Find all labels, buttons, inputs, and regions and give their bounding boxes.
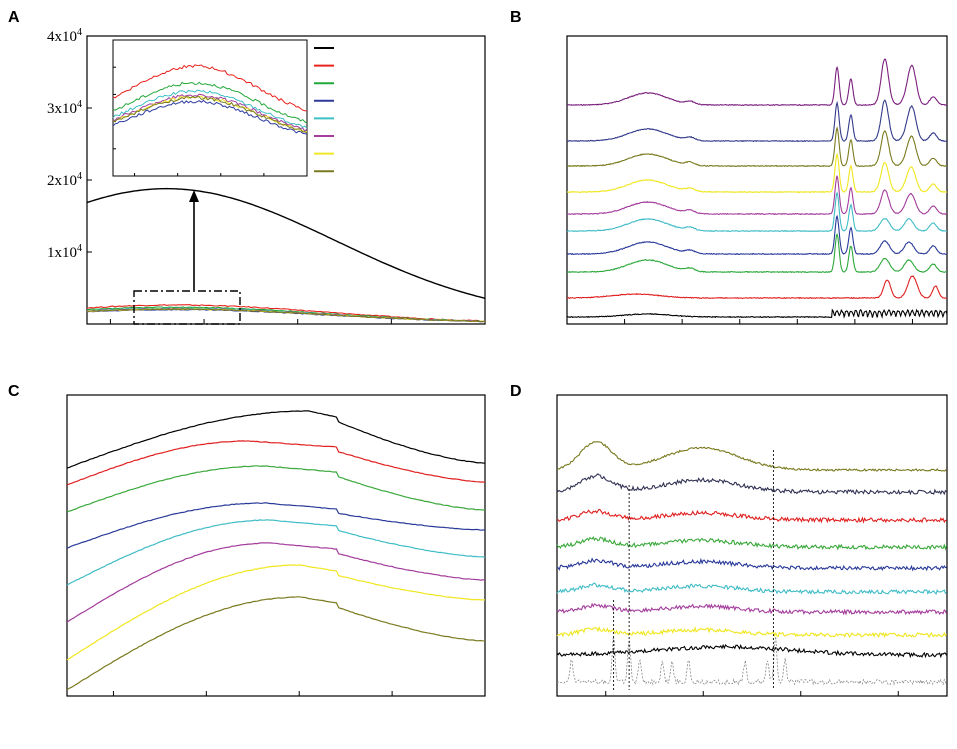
y-tick-base: 3x10 <box>47 101 77 117</box>
y-tick-exp: 4 <box>77 99 82 110</box>
inset-series-line-4 <box>112 89 308 129</box>
series-line-6 <box>567 214 948 256</box>
plot-frame <box>556 394 948 697</box>
y-tick-label: 1x104 <box>47 243 82 261</box>
series-line-3 <box>66 502 485 549</box>
series-line-9 <box>566 308 948 319</box>
series-line-0 <box>66 410 486 469</box>
series-line-7 <box>66 596 486 691</box>
series-line-3 <box>556 535 948 551</box>
y-tick-label: 2x104 <box>47 171 82 189</box>
panel-b-ftir-chart <box>566 35 948 325</box>
y-tick-base: 2x10 <box>47 173 77 189</box>
series-line-9 <box>556 636 947 686</box>
inset-series-line-7 <box>112 95 308 134</box>
panel-letter-d: D <box>510 383 522 400</box>
inset-frame <box>112 39 308 177</box>
series-line-8 <box>556 643 948 659</box>
y-tick-exp: 4 <box>77 171 82 182</box>
series-line-1 <box>566 99 948 143</box>
y-tick-exp: 4 <box>77 27 82 38</box>
series-line-7 <box>86 308 486 323</box>
inset-series-line-1 <box>112 64 308 112</box>
panel-letter-c: C <box>8 383 20 400</box>
inset-series-line-2 <box>112 81 308 124</box>
plot-frame <box>66 394 486 697</box>
series-line-4 <box>556 557 947 572</box>
series-line-8 <box>566 275 948 300</box>
panel-d-xrd-chart <box>556 394 948 697</box>
zoom-box <box>133 290 241 325</box>
series-line-2 <box>556 508 947 524</box>
series-line-1 <box>556 473 947 496</box>
series-line-7 <box>556 625 948 639</box>
series-line-5 <box>556 582 947 595</box>
y-tick-exp: 4 <box>77 243 82 254</box>
y-tick-base: 4x10 <box>47 29 77 45</box>
series-line-6 <box>556 602 948 616</box>
series-line-7 <box>566 233 947 274</box>
series-line-0 <box>86 187 486 299</box>
series-line-3 <box>567 152 948 194</box>
series-line-1 <box>86 304 486 322</box>
y-tick-base: 1x10 <box>47 245 77 261</box>
series-line-0 <box>556 441 948 472</box>
series-line-4 <box>66 519 486 586</box>
series-line-2 <box>566 126 948 168</box>
y-tick-label: 4x104 <box>47 27 82 45</box>
y-tick-label: 3x104 <box>47 99 82 117</box>
inset-series-line-5 <box>112 93 308 132</box>
panel-letter-a: A <box>8 9 20 26</box>
series-line-4 <box>566 175 948 216</box>
series-line-5 <box>66 542 486 623</box>
series-line-0 <box>567 58 948 107</box>
plot-frame <box>566 35 948 325</box>
zoom-arrowhead <box>189 190 199 202</box>
panel-letter-b: B <box>510 9 522 26</box>
series-line-1 <box>66 440 486 486</box>
panel-c-dsc-chart <box>66 394 486 697</box>
inset-series-line-3 <box>112 99 308 135</box>
series-line-6 <box>66 564 486 661</box>
series-line-2 <box>66 465 486 513</box>
series-line-5 <box>566 191 948 233</box>
